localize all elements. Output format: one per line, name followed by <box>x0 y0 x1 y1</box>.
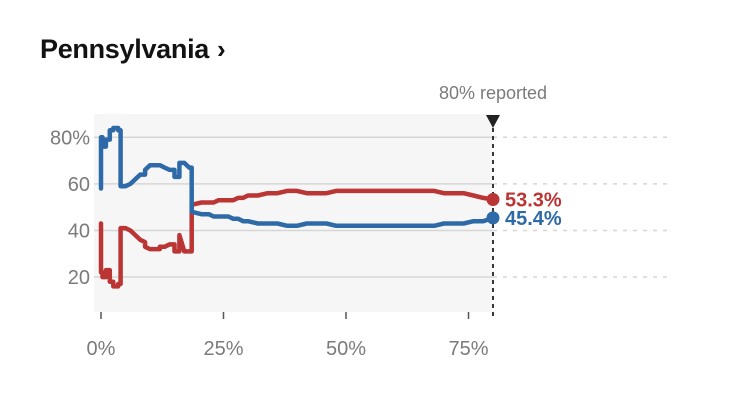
y-tick-label: 80% <box>50 127 90 149</box>
gridlines <box>94 136 668 278</box>
y-tick-label: 20 <box>68 267 90 289</box>
x-tick-label: 0% <box>87 338 116 360</box>
series-end-label-1: 53.3% <box>505 189 562 211</box>
series-layer <box>98 125 496 289</box>
chevron-right-icon[interactable]: › <box>217 34 226 64</box>
x-tick-label: 75% <box>448 338 488 360</box>
reported-triangle-icon <box>486 115 500 128</box>
reported-label: 80% reported <box>439 83 547 103</box>
reported-marker: 80% reported 53.3%45.4% <box>439 83 562 318</box>
chart-header[interactable]: Pennsylvania › <box>40 34 226 65</box>
x-tick-label: 50% <box>326 338 366 360</box>
y-axis: 80% 60 40 20 <box>50 127 90 289</box>
state-title: Pennsylvania <box>40 34 209 64</box>
series-endpoint-2 <box>486 211 500 225</box>
series-endpoint-1 <box>486 192 500 206</box>
series-line-1 <box>98 188 496 289</box>
x-tick-label: 25% <box>203 338 243 360</box>
y-tick-label: 40 <box>68 220 90 242</box>
series-end-label-2: 45.4% <box>505 208 562 230</box>
y-tick-label: 60 <box>68 174 90 196</box>
series-line-2 <box>98 125 496 229</box>
x-axis: 0% 25% 50% 75% <box>87 312 489 360</box>
plot-background <box>94 114 492 312</box>
